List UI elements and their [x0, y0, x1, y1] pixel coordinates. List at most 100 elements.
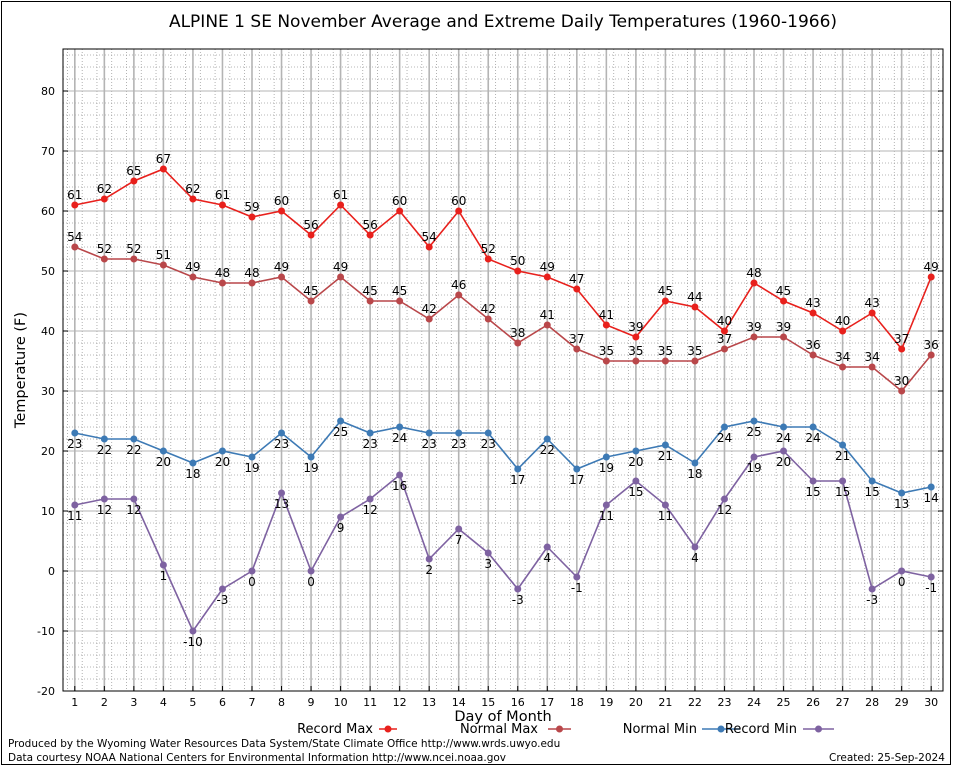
record-min-data-label: 12: [126, 503, 141, 517]
normal-min-point: [366, 429, 374, 437]
normal-min-point: [720, 423, 728, 431]
normal-min-data-label: 23: [362, 437, 377, 451]
normal-max-data-label: 37: [569, 332, 584, 346]
normal-max-point: [661, 357, 669, 365]
record-max-point: [366, 231, 374, 239]
normal-min-data-label: 22: [97, 443, 112, 457]
normal-max-data-label: 46: [451, 278, 466, 292]
normal-max-point: [189, 273, 197, 281]
normal-min-point: [514, 465, 522, 473]
record-max-data-label: 60: [451, 194, 466, 208]
normal-min-point: [278, 429, 286, 437]
record-max-data-label: 43: [864, 296, 879, 310]
data-courtesy-note: Data courtesy NOAA National Centers for …: [8, 752, 507, 764]
normal-max-point: [750, 333, 758, 341]
record-max-data-label: 45: [658, 284, 673, 298]
normal-min-data-label: 18: [185, 467, 200, 481]
normal-max-data-label: 35: [599, 344, 614, 358]
x-tick-label: 23: [717, 696, 731, 709]
normal-min-data-label: 23: [422, 437, 437, 451]
normal-min-data-label: 17: [510, 473, 525, 487]
normal-min-point: [425, 429, 433, 437]
normal-max-point: [573, 345, 581, 353]
normal-max-data-label: 52: [126, 242, 141, 256]
normal-min-point: [484, 429, 492, 437]
x-tick-label: 19: [599, 696, 613, 709]
x-tick-label: 20: [629, 696, 643, 709]
record-max-point: [100, 195, 108, 203]
normal-min-data-label: 19: [599, 461, 614, 475]
normal-max-data-label: 41: [540, 308, 555, 322]
record-max-legend-marker: [384, 725, 392, 733]
y-tick-label: 30: [41, 385, 55, 398]
normal-max-point: [898, 387, 906, 395]
x-tick-label: 8: [278, 696, 285, 709]
record-max-point: [602, 321, 610, 329]
record-max-data-label: 49: [540, 260, 555, 274]
record-min-point: [248, 567, 256, 575]
normal-max-data-label: 49: [333, 260, 348, 274]
x-tick-label: 1: [71, 696, 78, 709]
normal-max-data-label: 35: [687, 344, 702, 358]
x-tick-label: 24: [747, 696, 761, 709]
normal-max-point: [71, 243, 79, 251]
record-min-point: [750, 453, 758, 461]
y-tick-label: 80: [41, 85, 55, 98]
record-min-data-label: -1: [571, 581, 583, 595]
record-min-data-label: -3: [866, 593, 878, 607]
record-max-data-label: 52: [481, 242, 496, 256]
normal-min-data-label: 20: [156, 455, 171, 469]
record-max-data-label: 54: [422, 230, 437, 244]
normal-min-data-label: 23: [451, 437, 466, 451]
record-min-data-label: 19: [746, 461, 761, 475]
normal-max-point: [218, 279, 226, 287]
record-min-data-label: 15: [835, 485, 850, 499]
normal-max-point: [159, 261, 167, 269]
normal-max-point: [425, 315, 433, 323]
normal-min-data-label: 20: [215, 455, 230, 469]
record-min-data-label: 15: [628, 485, 643, 499]
record-max-data-label: 61: [67, 188, 82, 202]
normal-max-legend-label: Normal Max: [460, 722, 538, 737]
record-min-data-label: 1: [160, 569, 168, 583]
created-date: Created: 25-Sep-2024: [829, 752, 945, 764]
x-tick-label: 18: [570, 696, 584, 709]
y-tick-label: -20: [37, 685, 55, 698]
record-max-point: [425, 243, 433, 251]
record-min-point: [366, 495, 374, 503]
x-tick-label: 5: [189, 696, 196, 709]
normal-max-point: [514, 339, 522, 347]
record-min-point: [809, 477, 817, 485]
record-max-data-label: 60: [392, 194, 407, 208]
record-min-data-label: 11: [599, 509, 614, 523]
normal-max-data-label: 38: [510, 326, 525, 340]
record-max-data-label: 41: [599, 308, 614, 322]
record-min-data-label: 20: [776, 455, 791, 469]
x-tick-label: 9: [308, 696, 315, 709]
x-tick-label: 30: [924, 696, 938, 709]
normal-max-point: [543, 321, 551, 329]
normal-max-point: [632, 357, 640, 365]
normal-max-point: [868, 363, 876, 371]
normal-max-point: [248, 279, 256, 287]
record-min-point: [218, 585, 226, 593]
record-max-data-label: 44: [687, 290, 702, 304]
normal-min-data-label: 19: [303, 461, 318, 475]
normal-max-point: [927, 351, 935, 359]
record-max-point: [898, 345, 906, 353]
normal-min-point: [750, 417, 758, 425]
normal-min-data-label: 23: [274, 437, 289, 451]
x-tick-label: 17: [540, 696, 554, 709]
normal-min-data-label: 24: [805, 431, 820, 445]
record-min-data-label: 4: [543, 551, 551, 565]
x-tick-label: 14: [452, 696, 466, 709]
normal-min-data-label: 21: [835, 449, 850, 463]
normal-max-data-label: 42: [422, 302, 437, 316]
record-max-point: [809, 309, 817, 317]
normal-max-data-label: 39: [776, 320, 791, 334]
normal-max-data-label: 42: [481, 302, 496, 316]
y-tick-label: 10: [41, 505, 55, 518]
normal-max-data-label: 36: [805, 338, 820, 352]
normal-min-point: [927, 483, 935, 491]
